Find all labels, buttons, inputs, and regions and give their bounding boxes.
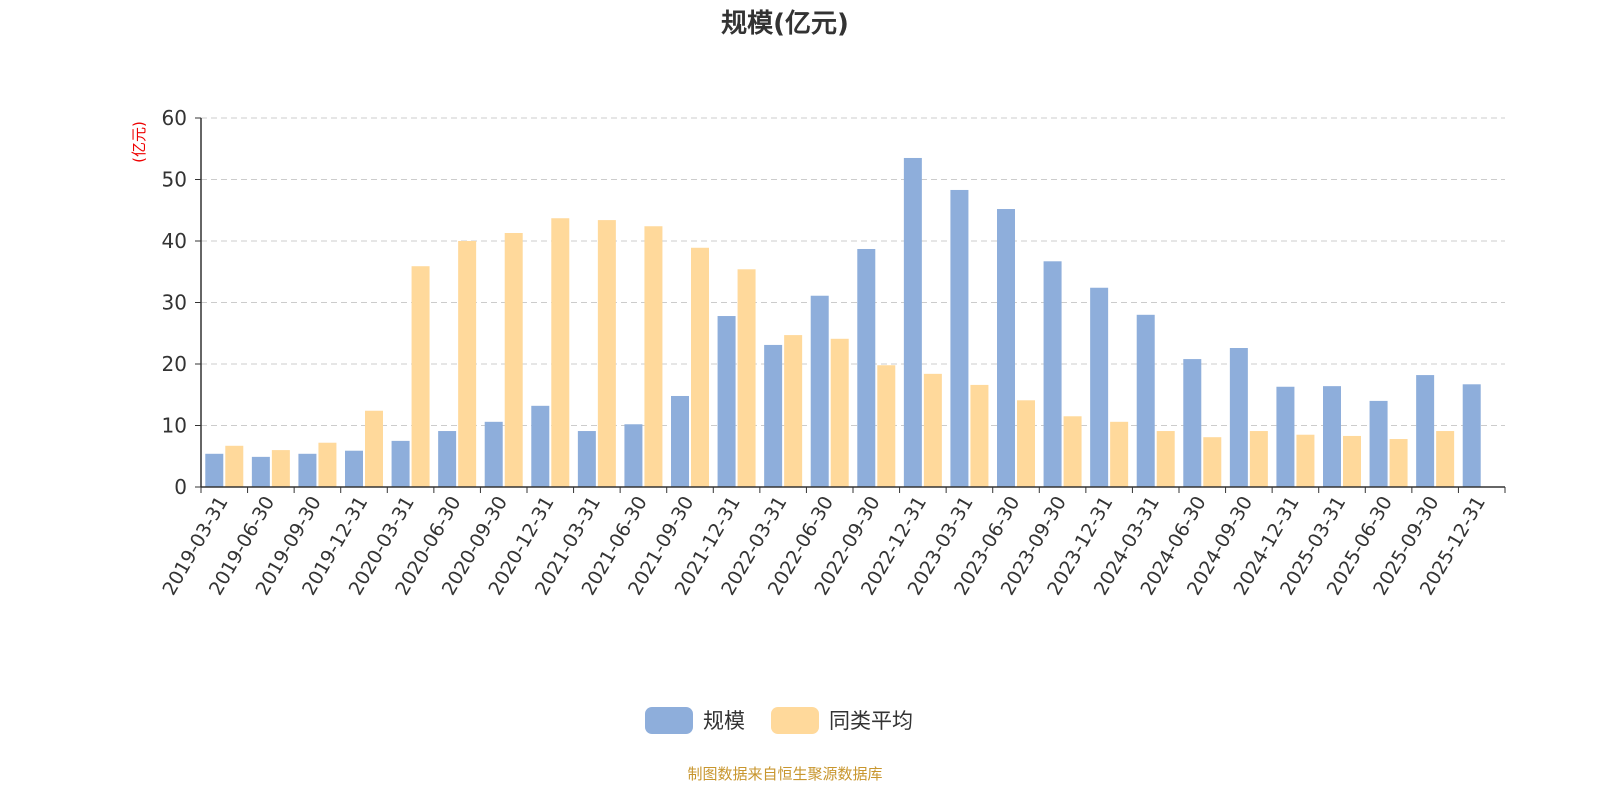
bar-scale xyxy=(391,440,410,487)
y-tick-label: 40 xyxy=(162,229,187,253)
bar-scale xyxy=(1136,314,1155,487)
bar-scale xyxy=(1043,261,1062,487)
bar-peer-average xyxy=(1389,439,1408,487)
bar-peer-average xyxy=(784,335,803,487)
chart-title: 规模(亿元) xyxy=(721,9,849,39)
y-tick-label: 10 xyxy=(162,414,187,438)
bar-peer-average xyxy=(1063,416,1082,487)
legend-swatch xyxy=(645,707,693,734)
bar-peer-average xyxy=(225,445,244,487)
y-tick-label: 20 xyxy=(162,352,187,376)
y-tick-label: 50 xyxy=(162,168,187,192)
bar-peer-average xyxy=(923,373,942,487)
legend-swatch xyxy=(771,707,819,734)
bar-scale xyxy=(671,395,689,487)
bar-peer-average xyxy=(458,241,477,487)
bar-scale xyxy=(298,453,317,487)
bar-peer-average xyxy=(691,247,709,487)
bar-peer-average xyxy=(644,226,663,488)
bar-scale xyxy=(205,453,224,487)
bar-peer-average xyxy=(551,218,570,487)
bar-scale xyxy=(1229,348,1248,487)
bar-scale xyxy=(1416,375,1435,487)
bar-peer-average xyxy=(1110,421,1129,487)
bar-peer-average xyxy=(1296,434,1315,487)
bar-peer-average xyxy=(597,220,616,487)
bar-scale xyxy=(624,424,643,487)
bar-scale xyxy=(438,431,457,487)
bar-scale xyxy=(903,157,922,487)
y-tick-label: 0 xyxy=(174,475,187,499)
bar-scale xyxy=(764,344,783,487)
bar-peer-average xyxy=(877,365,896,487)
bar-peer-average xyxy=(1156,431,1175,487)
bar-peer-average xyxy=(830,338,849,487)
bar-peer-average xyxy=(1017,400,1035,487)
bar-scale xyxy=(251,456,270,487)
bar-peer-average xyxy=(970,384,989,487)
bar-scale xyxy=(997,209,1015,487)
bar-scale xyxy=(1462,384,1481,487)
bar-scale xyxy=(484,421,503,487)
bar-peer-average xyxy=(1203,437,1222,487)
bar-scale xyxy=(1369,400,1388,487)
bar-peer-average xyxy=(411,266,430,487)
bar-scale xyxy=(810,295,829,487)
y-tick-label: 30 xyxy=(162,291,187,315)
y-axis-label: (亿元) xyxy=(130,121,148,163)
bar-scale xyxy=(1090,287,1109,487)
bar-peer-average xyxy=(365,410,383,487)
bar-scale xyxy=(1276,386,1295,487)
y-tick-label: 60 xyxy=(162,106,187,130)
bar-peer-average xyxy=(504,233,523,487)
bar-scale xyxy=(1323,386,1341,487)
bar-peer-average xyxy=(1436,431,1455,487)
bar-scale xyxy=(717,316,736,487)
footer-source: 制图数据来自恒生聚源数据库 xyxy=(687,765,882,783)
bar-peer-average xyxy=(1249,431,1268,487)
bar-scale xyxy=(577,431,596,487)
bar-scale xyxy=(950,189,969,487)
bar-scale xyxy=(1183,359,1202,487)
bar-scale xyxy=(857,248,876,487)
bar-peer-average xyxy=(1343,435,1361,487)
legend-label: 同类平均 xyxy=(829,709,913,733)
bar-scale xyxy=(345,450,363,487)
bar-peer-average xyxy=(318,442,337,487)
legend-label: 规模 xyxy=(703,709,745,733)
bar-scale xyxy=(531,405,550,487)
bar-peer-average xyxy=(737,269,756,487)
bar-peer-average xyxy=(271,450,290,487)
